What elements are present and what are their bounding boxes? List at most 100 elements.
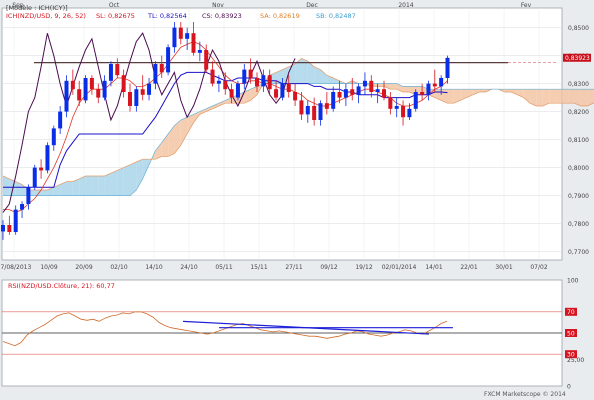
candle-body — [58, 111, 63, 129]
month-label: Nov — [212, 2, 224, 9]
kumo-cloud-segment — [561, 89, 569, 104]
rsi-y-tick-label: 25,00 — [567, 357, 584, 364]
candle-body — [432, 83, 437, 87]
candle-body — [70, 80, 75, 90]
kumo-cloud-segment — [53, 184, 61, 196]
rsi-level-badge — [565, 350, 577, 359]
rsi-title: RSI(NZD/USD.Clôture, 21): 60,77 — [8, 282, 115, 290]
legend-tl: TL: 0,82564 — [147, 12, 187, 20]
kumo-cloud-segment — [320, 69, 327, 84]
candle-body — [197, 50, 202, 53]
month-label: 2014 — [398, 2, 413, 9]
candle-body — [159, 64, 164, 73]
kumo-cloud-segment — [130, 162, 137, 196]
y-tick-label: 0,8000 — [568, 165, 589, 172]
kumo-cloud-segment — [98, 176, 105, 196]
kumo-cloud-segment — [85, 176, 92, 196]
axes: 0,85000,84000,83000,82000,81000,80000,79… — [0, 2, 591, 390]
kumo-cloud-segment — [333, 78, 340, 84]
candle-body — [331, 92, 336, 109]
x-tick-label: 05/11 — [215, 264, 232, 271]
x-tick-label: 07/02 — [530, 264, 547, 271]
candle-body — [39, 167, 44, 171]
kumo-cloud-segment — [168, 125, 175, 157]
kumo-cloud-segment — [206, 106, 213, 112]
kumo-cloud-segment — [244, 89, 251, 104]
candle-body — [223, 80, 228, 90]
x-tick-label: 02/01/2014 — [382, 264, 417, 271]
x-tick-label: 15/11 — [250, 264, 267, 271]
candle-body — [401, 106, 406, 118]
kumo-cloud-segment — [155, 142, 162, 160]
legend-ichimoku: ICH(NZD/USD, 9, 26, 52) — [6, 12, 86, 20]
kumo-cloud-segment — [225, 97, 232, 104]
candle-body — [420, 92, 425, 95]
kumo-cloud-segment — [104, 173, 111, 196]
candle-body — [96, 89, 101, 98]
candle-body — [216, 80, 221, 84]
kumo-cloud-segment — [193, 111, 200, 123]
candle-body — [293, 92, 298, 101]
candle-body — [140, 89, 145, 95]
candle-body — [362, 80, 367, 87]
candle-body — [153, 64, 158, 84]
kumo-cloud-segment — [555, 89, 562, 104]
candle-body — [83, 78, 88, 101]
kumo-cloud-segment — [377, 83, 384, 87]
candle-body — [191, 33, 196, 53]
candle-body — [413, 92, 418, 109]
candle-body — [7, 225, 12, 232]
rsi-level-badge — [565, 329, 577, 337]
kumo-cloud-segment — [403, 86, 410, 92]
candle-body — [235, 83, 240, 98]
candle-body — [115, 64, 120, 76]
candle-body — [280, 83, 285, 98]
month-label: Oct — [109, 2, 120, 9]
x-tick-label: 27/08/2013 — [0, 264, 31, 271]
kumo-cloud-segment — [587, 89, 594, 106]
candle-body — [108, 64, 113, 81]
candle-body — [204, 50, 209, 70]
candle-body — [77, 89, 82, 101]
kumo-cloud-segment — [466, 89, 473, 98]
kumo-cloud-segment — [549, 89, 556, 104]
candle-body — [382, 89, 386, 98]
kumo-cloud-segment — [453, 89, 461, 104]
chikou-span-line — [2, 32, 296, 213]
kumo-cloud-segment — [72, 178, 80, 196]
candle-body — [350, 89, 355, 95]
candle-body — [439, 78, 444, 87]
kumo-cloud-segment — [390, 83, 397, 90]
kumo-cloud-segment — [384, 83, 391, 90]
candle-body — [255, 78, 259, 87]
y-tick-label: 0,7700 — [568, 249, 589, 256]
candle-body — [286, 83, 291, 92]
candle-body — [274, 89, 279, 98]
candle-body — [89, 78, 94, 90]
kumo-cloud-segment — [447, 89, 454, 104]
kumo-cloud-segment — [295, 58, 302, 84]
last-price-label: 0,83923 — [565, 55, 590, 62]
kumo-cloud-segment — [187, 114, 194, 134]
candle-body — [178, 27, 183, 39]
rsi-y-tick-label: 100 — [567, 277, 579, 284]
kumo-cloud-segment — [523, 89, 531, 104]
candle-body — [369, 80, 374, 92]
kumo-cloud-segment — [536, 89, 543, 106]
rsi-y-tick-label: 50 — [567, 330, 575, 337]
candle-body — [210, 69, 215, 84]
candle-body — [64, 80, 69, 112]
kumo-cloud-segment — [218, 100, 226, 106]
candle-body — [248, 69, 253, 78]
y-tick-label: 0,8100 — [568, 137, 589, 144]
kumo-cloud-segment — [542, 89, 550, 106]
month-label: Sep — [12, 2, 24, 9]
legend-sb: SB: 0,82487 — [316, 12, 356, 20]
candle-body — [128, 92, 132, 106]
kumo-cloud-segment — [326, 75, 334, 84]
y-tick-label: 0,8200 — [568, 109, 589, 116]
x-tick-label: 24/10 — [180, 264, 197, 271]
kumo-cloud-segment — [511, 89, 518, 95]
candle-body — [324, 103, 329, 109]
